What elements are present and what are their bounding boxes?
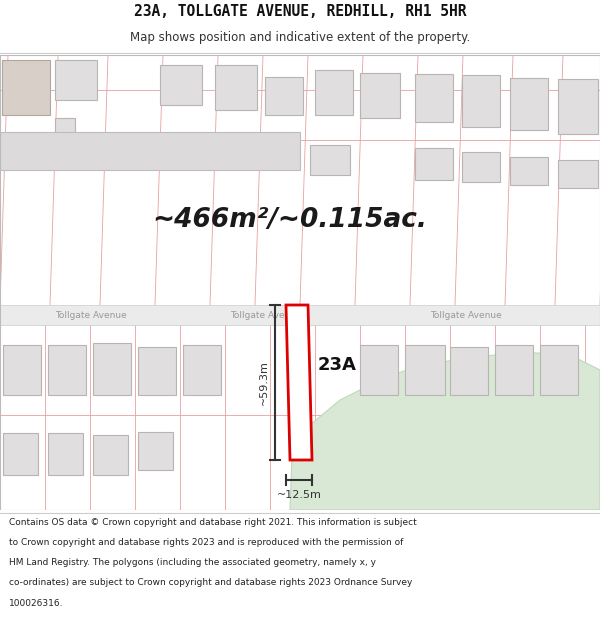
Text: ~466m²/~0.115ac.: ~466m²/~0.115ac. xyxy=(152,207,427,233)
Text: 23A: 23A xyxy=(318,356,357,374)
Bar xyxy=(48,433,83,475)
Bar xyxy=(0,132,300,170)
Bar xyxy=(405,345,445,395)
Bar xyxy=(540,345,578,395)
Bar xyxy=(138,347,176,395)
Bar xyxy=(310,145,350,175)
Bar xyxy=(510,78,548,130)
Text: Tollgate Avenue: Tollgate Avenue xyxy=(55,311,127,319)
Bar xyxy=(55,60,97,100)
Bar xyxy=(315,70,353,115)
Text: Map shows position and indicative extent of the property.: Map shows position and indicative extent… xyxy=(130,31,470,44)
Bar xyxy=(93,435,128,475)
Text: HM Land Registry. The polygons (including the associated geometry, namely x, y: HM Land Registry. The polygons (includin… xyxy=(9,558,376,568)
Text: 100026316.: 100026316. xyxy=(9,599,64,608)
Bar xyxy=(138,432,173,470)
Text: Contains OS data © Crown copyright and database right 2021. This information is : Contains OS data © Crown copyright and d… xyxy=(9,518,417,527)
Bar xyxy=(2,60,50,115)
Text: to Crown copyright and database rights 2023 and is reproduced with the permissio: to Crown copyright and database rights 2… xyxy=(9,538,403,547)
Polygon shape xyxy=(290,352,600,510)
Bar xyxy=(55,118,75,140)
Text: co-ordinates) are subject to Crown copyright and database rights 2023 Ordnance S: co-ordinates) are subject to Crown copyr… xyxy=(9,578,412,587)
Polygon shape xyxy=(286,305,312,460)
Bar xyxy=(462,152,500,182)
Bar xyxy=(360,73,400,118)
Bar xyxy=(215,65,257,110)
Bar xyxy=(3,433,38,475)
Bar xyxy=(360,345,398,395)
Bar xyxy=(183,345,221,395)
Text: 23A, TOLLGATE AVENUE, REDHILL, RH1 5HR: 23A, TOLLGATE AVENUE, REDHILL, RH1 5HR xyxy=(134,4,466,19)
Bar xyxy=(415,148,453,180)
Text: ~59.3m: ~59.3m xyxy=(259,360,269,405)
Text: ~12.5m: ~12.5m xyxy=(277,490,322,500)
Bar xyxy=(0,55,600,510)
Bar xyxy=(495,345,533,395)
Text: Tollgate Avenue: Tollgate Avenue xyxy=(430,311,502,319)
Bar xyxy=(48,345,86,395)
Bar xyxy=(0,305,600,325)
Bar xyxy=(462,75,500,127)
Bar xyxy=(558,160,598,188)
Bar xyxy=(3,345,41,395)
Text: Tollgate Avenue: Tollgate Avenue xyxy=(230,311,302,319)
Bar xyxy=(93,343,131,395)
Bar xyxy=(510,157,548,185)
Bar xyxy=(558,79,598,134)
Bar xyxy=(265,77,303,115)
Bar xyxy=(160,65,202,105)
Bar xyxy=(415,74,453,122)
Bar xyxy=(450,347,488,395)
